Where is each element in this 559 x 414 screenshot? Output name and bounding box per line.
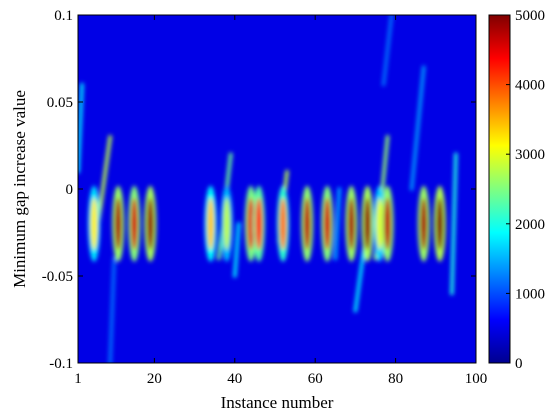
heatmap-streak [409, 65, 426, 191]
colorbar-ticks: 0 1000 2000 3000 4000 5000 [506, 8, 545, 372]
x-tick-label: 100 [465, 371, 488, 387]
hotspot-core [347, 197, 355, 250]
heatmap-streak [233, 222, 241, 278]
plot-background [78, 15, 476, 363]
colorbar-tick-label: 2000 [515, 217, 545, 233]
x-tick-label: 1 [74, 371, 82, 387]
hotspot-core [247, 197, 255, 250]
heatmap-streak [108, 256, 116, 363]
colorbar-gradient [488, 14, 511, 364]
x-axis: 1 20 40 60 80 100 [74, 15, 487, 387]
colorbar: 0 1000 2000 3000 4000 5000 [488, 8, 545, 372]
heatmap-streak [333, 187, 342, 261]
heatmap-streak [78, 82, 84, 174]
hotspot-core [255, 197, 263, 250]
y-axis: -0.1 -0.05 0 0.05 0.1 [42, 8, 476, 372]
y-tick-label: -0.05 [42, 269, 73, 285]
heatmap-streak [450, 152, 458, 296]
hotspot-core [436, 197, 444, 250]
plot-area [77, 14, 477, 364]
hotspot-core [90, 197, 98, 250]
heatmap-marks [78, 15, 458, 363]
x-axis-label: Instance number [221, 393, 334, 412]
heatmap-streak [381, 15, 394, 87]
hotspot-core [363, 197, 371, 250]
y-tick-label: -0.1 [49, 356, 73, 372]
hotspot-core [130, 197, 138, 250]
colorbar-tick-label: 0 [515, 356, 523, 372]
hotspot-core [323, 197, 331, 250]
hotspot-core [114, 197, 122, 250]
colorbar-tick-label: 1000 [515, 286, 545, 302]
colorbar-tick-label: 5000 [515, 8, 545, 24]
hotspot-core [146, 197, 154, 250]
hotspot-core [384, 197, 392, 250]
y-tick-label: 0.1 [54, 8, 73, 24]
colorbar-tick-label: 4000 [515, 78, 545, 94]
x-tick-label: 80 [388, 371, 403, 387]
y-tick-label: 0 [66, 182, 74, 198]
heatmap-streak [96, 135, 112, 226]
x-tick-label: 40 [227, 371, 242, 387]
hotspot-core [223, 197, 231, 250]
colorbar-tick-label: 3000 [515, 147, 545, 163]
x-tick-label: 20 [147, 371, 162, 387]
hotspot-core [420, 197, 428, 250]
y-axis-label: Minimum gap increase value [10, 90, 29, 288]
hotspot-core [376, 197, 384, 250]
x-tick-label: 60 [308, 371, 323, 387]
y-tick-label: 0.05 [47, 95, 73, 111]
hotspot-core [279, 197, 287, 250]
hotspot-core [303, 197, 311, 250]
hotspot-core [207, 197, 215, 250]
